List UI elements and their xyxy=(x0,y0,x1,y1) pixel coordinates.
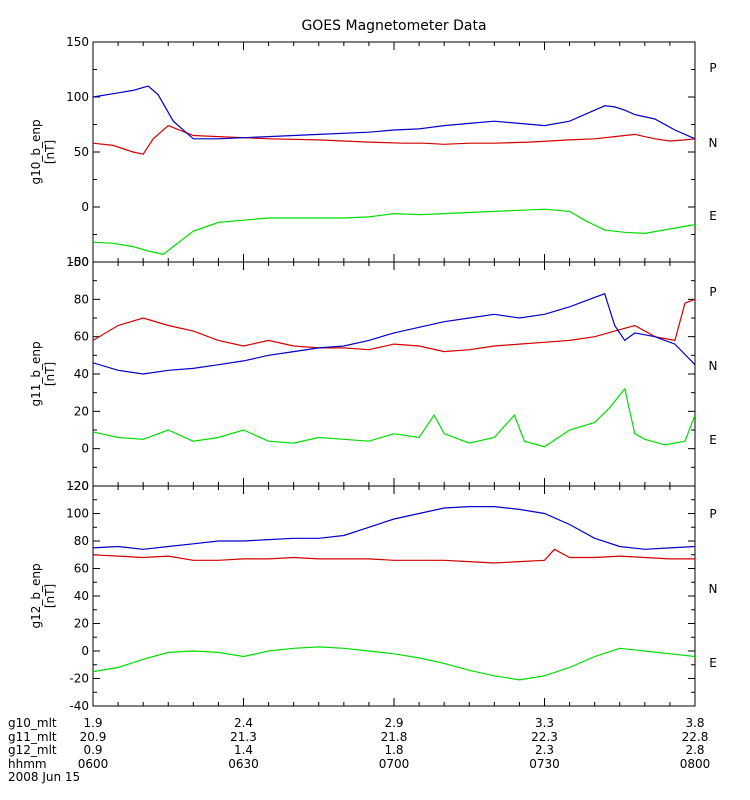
series-line-n xyxy=(93,208,695,255)
y-axis-unit: [nT] xyxy=(43,584,57,608)
y-tick-label: 20 xyxy=(74,404,89,418)
y-axis-unit: [nT] xyxy=(43,140,57,164)
y-tick-label: -20 xyxy=(69,672,89,686)
x-axis-row-value: 0800 xyxy=(680,757,711,771)
y-axis-unit: [nT] xyxy=(43,362,57,386)
y-axis-label: g11_b_enp xyxy=(29,341,43,406)
legend-p: P xyxy=(709,61,716,75)
series-line-p xyxy=(93,298,695,353)
x-axis-row-value: 21.3 xyxy=(230,730,257,744)
series-line-n xyxy=(93,387,695,448)
date-label: 2008 Jun 15 xyxy=(8,770,80,784)
series-line-p xyxy=(93,124,695,155)
legend-n: N xyxy=(709,359,718,373)
y-tick-label: 20 xyxy=(74,617,89,631)
x-axis-row-value: 0700 xyxy=(379,757,410,771)
y-tick-label: 100 xyxy=(66,507,89,521)
panel-3: -40 -20 0 20 40 60 80 100 120 g12_b_enp [nT] P N E xyxy=(29,479,717,713)
x-axis-row-value: 1.4 xyxy=(234,743,253,757)
y-tick-label: 40 xyxy=(74,367,89,381)
y-tick-label: 100 xyxy=(66,90,89,104)
y-tick-label: -20 xyxy=(69,479,89,493)
y-tick-label: 0 xyxy=(81,644,89,658)
y-tick-label: 60 xyxy=(74,562,89,576)
y-tick-label: 0 xyxy=(81,442,89,456)
y-tick-label: 120 xyxy=(66,479,89,493)
panel-frame xyxy=(92,41,696,263)
legend-n: N xyxy=(709,136,718,150)
x-axis-row-value: 2.8 xyxy=(685,743,704,757)
legend-p: P xyxy=(709,285,716,299)
legend-n: N xyxy=(709,582,718,596)
legend-e: E xyxy=(709,209,717,223)
x-axis-row-value: 0.9 xyxy=(83,743,102,757)
y-tick-label: -40 xyxy=(69,699,89,713)
x-axis-row-value: 2.4 xyxy=(234,716,253,730)
panel-2: -20 0 20 40 60 80 100 g11_b_enp [nT] P N E xyxy=(29,255,717,493)
y-axis-label: g10_b_enp xyxy=(29,119,43,184)
y-tick-label: 60 xyxy=(74,330,89,344)
x-axis-row-value: 3.8 xyxy=(685,716,704,730)
x-axis-row-value: 21.8 xyxy=(381,730,408,744)
x-axis-row-label: g12_mlt xyxy=(8,743,57,757)
series-line-e xyxy=(93,292,695,375)
chart-title: GOES Magnetometer Data xyxy=(301,18,486,34)
x-axis-row-value: 3.3 xyxy=(535,716,554,730)
y-tick-label: 80 xyxy=(74,292,89,306)
x-axis-row-value: 1.9 xyxy=(83,716,102,730)
series-line-p xyxy=(93,548,695,564)
y-tick-label: 40 xyxy=(74,589,89,603)
series-line-e xyxy=(93,85,695,140)
x-axis-row-value: 20.9 xyxy=(80,730,107,744)
x-axis-row-label: hhmm xyxy=(8,757,47,771)
series-line-e xyxy=(93,506,695,550)
x-axis-row-value: 2.3 xyxy=(535,743,554,757)
x-axis-row-value: 0730 xyxy=(529,757,560,771)
x-axis-row-value: 2.9 xyxy=(384,716,403,730)
x-axis-row-value: 22.8 xyxy=(682,730,709,744)
y-tick-label: 50 xyxy=(74,145,89,159)
panel-1: -50 0 50 100 150 g10_b_enp [nT] P N E xyxy=(29,35,717,269)
series-line-n xyxy=(93,646,695,681)
x-axis-row-value: 0600 xyxy=(78,757,109,771)
x-axis-table: g10_mlt 1.9 2.4 2.9 3.3 3.8 g11_mlt 20.9 21.3 21.… xyxy=(8,716,710,771)
legend-e: E xyxy=(709,433,717,447)
legend-p: P xyxy=(709,507,716,521)
y-axis-label: g12_b_enp xyxy=(29,563,43,628)
x-axis-row-label: g11_mlt xyxy=(8,730,57,744)
x-axis-row-label: g10_mlt xyxy=(8,716,57,730)
y-tick-label: 80 xyxy=(74,534,89,548)
x-axis-row-value: 22.3 xyxy=(531,730,558,744)
y-tick-label: 150 xyxy=(66,35,89,49)
y-tick-label: -50 xyxy=(69,255,89,269)
x-axis-row-value: 1.8 xyxy=(384,743,403,757)
y-tick-label: 100 xyxy=(66,255,89,269)
x-axis-row-value: 0630 xyxy=(228,757,259,771)
legend-e: E xyxy=(709,656,717,670)
y-tick-label: 0 xyxy=(81,200,89,214)
